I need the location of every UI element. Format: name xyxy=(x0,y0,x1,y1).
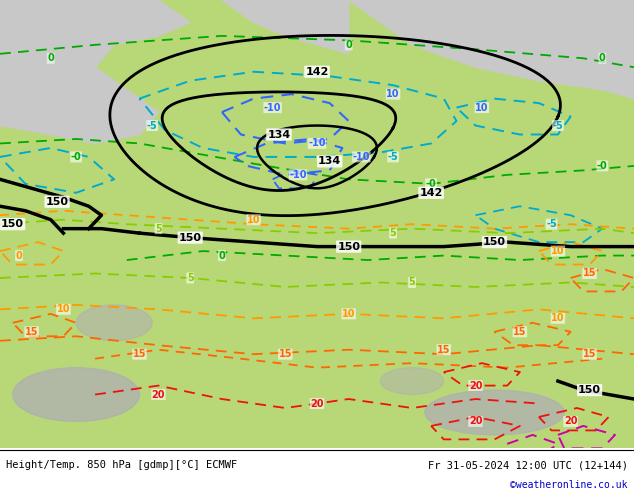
Text: -10: -10 xyxy=(289,170,307,180)
Text: 10: 10 xyxy=(247,215,261,225)
Text: 10: 10 xyxy=(386,89,400,99)
Text: 15: 15 xyxy=(278,349,292,359)
Ellipse shape xyxy=(76,305,152,341)
Text: 142: 142 xyxy=(420,188,443,198)
Text: 20: 20 xyxy=(469,416,482,426)
Text: 5: 5 xyxy=(155,223,162,234)
Text: 10: 10 xyxy=(475,102,489,113)
Text: -0: -0 xyxy=(71,152,81,162)
Ellipse shape xyxy=(380,368,444,394)
Text: Height/Temp. 850 hPa [gdmp][°C] ECMWF: Height/Temp. 850 hPa [gdmp][°C] ECMWF xyxy=(6,460,238,470)
Text: 5: 5 xyxy=(409,277,415,288)
Text: -0: -0 xyxy=(426,179,436,189)
Ellipse shape xyxy=(13,368,139,421)
Text: 0: 0 xyxy=(346,40,352,50)
Text: 20: 20 xyxy=(152,390,165,399)
Text: 150: 150 xyxy=(1,219,24,229)
Polygon shape xyxy=(0,0,190,144)
Text: 20: 20 xyxy=(469,381,482,391)
Polygon shape xyxy=(349,0,634,98)
Text: 10: 10 xyxy=(551,313,565,323)
Text: ©weatheronline.co.uk: ©weatheronline.co.uk xyxy=(510,480,628,490)
Text: -5: -5 xyxy=(147,121,157,130)
Text: 5: 5 xyxy=(390,228,396,238)
Text: 10: 10 xyxy=(342,309,356,319)
Text: 150: 150 xyxy=(578,385,601,395)
Text: 15: 15 xyxy=(513,327,527,337)
Polygon shape xyxy=(222,0,349,54)
Text: 150: 150 xyxy=(46,197,68,207)
Text: 134: 134 xyxy=(268,129,290,140)
Text: -10: -10 xyxy=(264,102,281,113)
Text: 142: 142 xyxy=(306,67,328,77)
Text: -5: -5 xyxy=(553,121,563,130)
Text: 0: 0 xyxy=(599,53,605,63)
Text: Fr 31-05-2024 12:00 UTC (12+144): Fr 31-05-2024 12:00 UTC (12+144) xyxy=(428,460,628,470)
Text: 0: 0 xyxy=(48,53,54,63)
Text: -5: -5 xyxy=(547,219,557,229)
Text: 0: 0 xyxy=(219,250,225,261)
Text: -5: -5 xyxy=(388,152,398,162)
Text: 0: 0 xyxy=(16,250,22,261)
Text: 10: 10 xyxy=(56,304,70,315)
Ellipse shape xyxy=(425,390,564,435)
Text: 15: 15 xyxy=(583,349,597,359)
Text: 15: 15 xyxy=(133,349,146,359)
Text: 15: 15 xyxy=(25,327,39,337)
Text: 5: 5 xyxy=(187,273,193,283)
Text: -0: -0 xyxy=(597,161,607,171)
Text: -10: -10 xyxy=(353,152,370,162)
Text: 150: 150 xyxy=(337,242,360,251)
Text: 15: 15 xyxy=(583,269,597,278)
Text: 150: 150 xyxy=(179,233,202,243)
Text: 10: 10 xyxy=(551,246,565,256)
Text: 15: 15 xyxy=(437,344,451,355)
Text: 20: 20 xyxy=(564,416,578,426)
Text: 20: 20 xyxy=(310,398,324,409)
Text: 134: 134 xyxy=(318,156,341,167)
Text: -10: -10 xyxy=(308,139,326,148)
Text: 150: 150 xyxy=(483,237,506,247)
